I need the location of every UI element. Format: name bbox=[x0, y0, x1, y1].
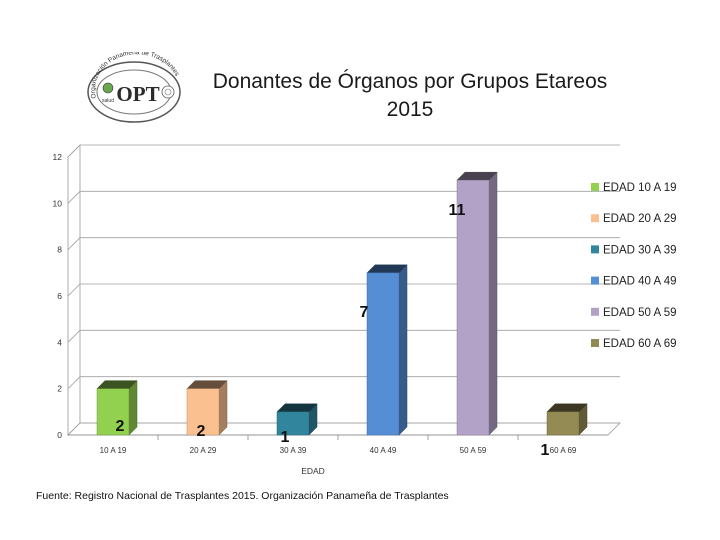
x-tick-label: 20 A 29 bbox=[190, 446, 217, 455]
title-line-1: Donantes de Órganos por Grupos Etareos bbox=[212, 70, 608, 93]
opt-logo: Organización Panameña de Trasplantes OPT… bbox=[87, 52, 181, 123]
floor bbox=[67, 422, 621, 436]
legend-label: EDAD 30 A 39 bbox=[603, 244, 677, 256]
logo-small-text: salud bbox=[102, 98, 114, 104]
title-line-2: 2015 bbox=[386, 98, 434, 121]
bar-side bbox=[218, 380, 228, 436]
x-tick-label: 50 A 59 bbox=[460, 446, 487, 455]
y-tick-label: 0 bbox=[57, 430, 62, 440]
bar-side bbox=[488, 171, 498, 436]
logo-left-emblem bbox=[102, 82, 114, 94]
x-tick-label: 30 A 39 bbox=[280, 446, 307, 455]
legend-swatch bbox=[591, 339, 599, 347]
legend-swatch bbox=[591, 214, 599, 223]
x-axis-title: EDAD bbox=[301, 466, 325, 476]
gridline bbox=[67, 237, 620, 250]
x-tick-label: 60 A 69 bbox=[550, 446, 577, 455]
legend-swatch bbox=[591, 183, 599, 191]
gridline bbox=[67, 283, 620, 297]
data-label: 11 bbox=[449, 202, 466, 219]
y-tick-label: 8 bbox=[57, 245, 62, 255]
x-tick-label: 40 A 49 bbox=[370, 446, 397, 455]
legend-swatch bbox=[591, 276, 599, 285]
y-tick-label: 12 bbox=[53, 152, 63, 162]
legend-swatch bbox=[591, 307, 599, 316]
data-label: 1 bbox=[281, 429, 290, 446]
gridline bbox=[67, 190, 620, 204]
bar bbox=[546, 411, 580, 436]
y-tick-label: 2 bbox=[57, 384, 62, 394]
source-note: Fuente: Registro Nacional de Trasplantes… bbox=[36, 490, 449, 502]
data-label: 7 bbox=[360, 304, 369, 321]
gridline bbox=[67, 329, 620, 343]
data-label: 2 bbox=[197, 423, 206, 440]
y-tick-label: 10 bbox=[53, 198, 63, 208]
bar bbox=[276, 411, 310, 436]
bar-side bbox=[398, 264, 408, 436]
legend-swatch bbox=[591, 245, 599, 254]
gridline bbox=[67, 376, 620, 389]
legend-label: EDAD 40 A 49 bbox=[603, 276, 677, 288]
gridline bbox=[67, 422, 620, 436]
legend-label: EDAD 20 A 29 bbox=[603, 213, 677, 225]
y-tick-label: 6 bbox=[57, 291, 62, 301]
bar-side bbox=[128, 380, 138, 436]
data-label: 1 bbox=[541, 442, 550, 459]
x-tick-label: 10 A 19 bbox=[100, 446, 127, 455]
legend-label: EDAD 10 A 19 bbox=[603, 182, 677, 194]
bar bbox=[456, 179, 490, 436]
gridline bbox=[67, 144, 620, 158]
bar bbox=[366, 272, 400, 436]
data-label: 2 bbox=[116, 418, 125, 435]
bar bbox=[186, 388, 220, 436]
y-tick-label: 4 bbox=[57, 337, 62, 347]
legend-label: EDAD 50 A 59 bbox=[603, 307, 677, 319]
legend-label: EDAD 60 A 69 bbox=[603, 338, 677, 350]
logo-right-emblem bbox=[161, 85, 175, 99]
logo-text: OPT bbox=[116, 82, 159, 106]
chart-title: Donantes de Órganos por Grupos Etareos 2… bbox=[195, 68, 625, 124]
bar bbox=[96, 388, 130, 436]
